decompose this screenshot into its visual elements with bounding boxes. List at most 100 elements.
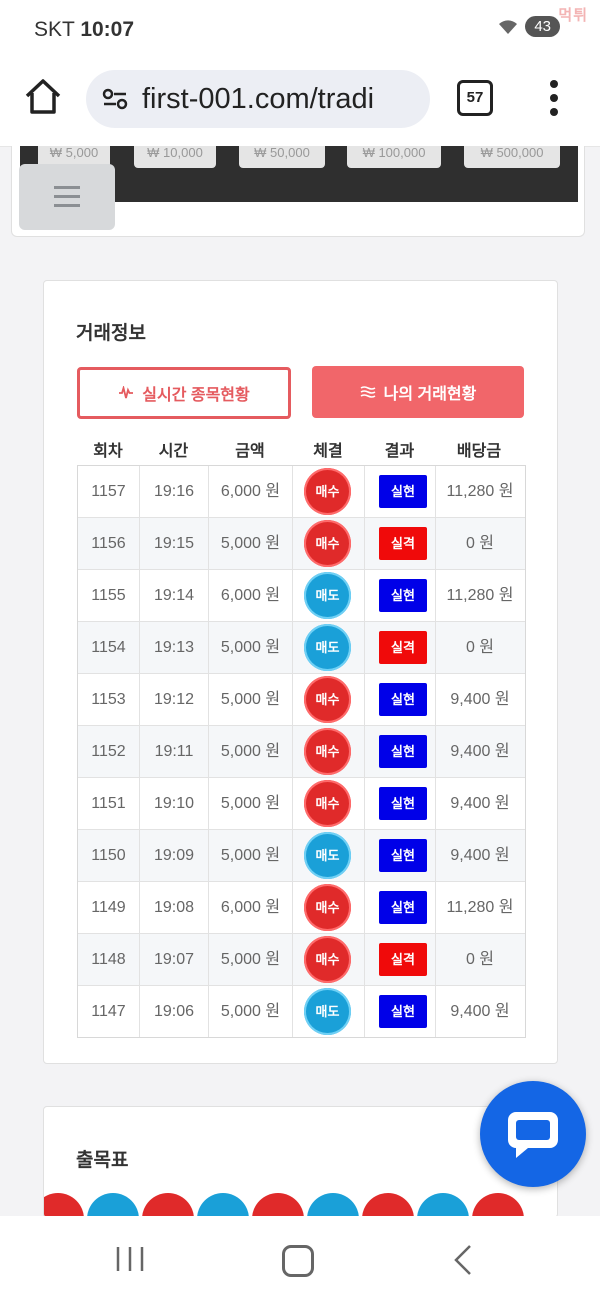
cell-payout: 9,400 원 bbox=[450, 847, 510, 864]
table-row: 1148 19:07 5,000 원 매수 실격 0 원 bbox=[78, 934, 525, 986]
cell-time: 19:09 bbox=[140, 830, 209, 881]
recent-apps-icon[interactable] bbox=[115, 1246, 145, 1272]
cell-payout: 11,280 원 bbox=[446, 587, 514, 604]
home-icon[interactable] bbox=[22, 76, 64, 118]
result-win-badge: 실현 bbox=[379, 579, 427, 612]
cell-side: 매수 bbox=[293, 778, 365, 829]
cell-side: 매도 bbox=[293, 570, 365, 621]
header-round: 회차 bbox=[93, 443, 123, 460]
watermark: 먹튀 bbox=[558, 7, 588, 24]
cell-time: 19:10 bbox=[140, 778, 209, 829]
cell-time: 19:07 bbox=[140, 934, 209, 985]
result-win-badge: 실현 bbox=[379, 839, 427, 872]
draw-ball bbox=[472, 1193, 524, 1217]
cell-amount: 5,000 원 bbox=[209, 986, 293, 1037]
table-row: 1149 19:08 6,000 원 매수 실현 11,280 원 bbox=[78, 882, 525, 934]
cell-side: 매수 bbox=[293, 934, 365, 985]
cell-side: 매수 bbox=[293, 726, 365, 777]
cell-result: 실현 bbox=[365, 830, 436, 881]
header-execution: 체결 bbox=[313, 443, 343, 460]
hamburger-line bbox=[54, 186, 80, 189]
draw-ball bbox=[362, 1193, 414, 1217]
table-row: 1155 19:14 6,000 원 매도 실현 11,280 원 bbox=[78, 570, 525, 622]
cell-result: 실격 bbox=[365, 622, 436, 673]
amount-button-2[interactable]: ₩ 10,000 bbox=[134, 146, 216, 168]
cell-result: 실현 bbox=[365, 570, 436, 621]
hamburger-line bbox=[54, 195, 80, 198]
draw-ball bbox=[87, 1193, 139, 1217]
android-nav-bar bbox=[0, 1216, 600, 1300]
result-lose-badge: 실격 bbox=[379, 631, 427, 664]
cell-amount: 5,000 원 bbox=[209, 674, 293, 725]
draw-ball bbox=[307, 1193, 359, 1217]
cell-payout: 11,280 원 bbox=[446, 483, 514, 500]
buy-badge: 매수 bbox=[304, 468, 351, 515]
cell-payout: 0 원 bbox=[465, 535, 495, 552]
sell-badge: 매도 bbox=[304, 988, 351, 1035]
sell-badge: 매도 bbox=[304, 572, 351, 619]
browser-toolbar: first-001.com/tradi 57 bbox=[0, 58, 600, 147]
cell-result: 실현 bbox=[365, 674, 436, 725]
sell-badge: 매도 bbox=[304, 832, 351, 879]
cell-result: 실격 bbox=[365, 518, 436, 569]
amount-button-1[interactable]: ₩ 5,000 bbox=[38, 146, 110, 168]
cell-side: 매수 bbox=[293, 674, 365, 725]
result-lose-badge: 실격 bbox=[379, 527, 427, 560]
result-win-badge: 실현 bbox=[379, 787, 427, 820]
draw-ball bbox=[252, 1193, 304, 1217]
cell-amount: 5,000 원 bbox=[209, 778, 293, 829]
cell-result: 실현 bbox=[365, 726, 436, 777]
buy-badge: 매수 bbox=[304, 884, 351, 931]
chat-bubble-icon bbox=[508, 1112, 558, 1158]
cell-time: 19:14 bbox=[140, 570, 209, 621]
amount-button-3[interactable]: ₩ 50,000 bbox=[239, 146, 325, 168]
header-payout: 배당금 bbox=[456, 443, 502, 460]
cell-side: 매도 bbox=[293, 622, 365, 673]
sell-badge: 매도 bbox=[304, 624, 351, 671]
buy-badge: 매수 bbox=[304, 780, 351, 827]
draw-ball bbox=[417, 1193, 469, 1217]
cell-round: 1153 bbox=[78, 674, 140, 725]
cell-side: 매도 bbox=[293, 830, 365, 881]
cell-payout: 11,280 원 bbox=[446, 899, 514, 916]
more-vert-icon[interactable] bbox=[548, 78, 560, 118]
cell-time: 19:15 bbox=[140, 518, 209, 569]
address-bar[interactable]: first-001.com/tradi bbox=[86, 70, 430, 128]
cell-payout: 9,400 원 bbox=[450, 743, 510, 760]
cell-side: 매수 bbox=[293, 466, 365, 517]
tune-icon[interactable] bbox=[102, 88, 128, 110]
table-row: 1147 19:06 5,000 원 매도 실현 9,400 원 bbox=[78, 986, 525, 1037]
table-row: 1154 19:13 5,000 원 매도 실격 0 원 bbox=[78, 622, 525, 674]
back-icon[interactable] bbox=[453, 1244, 473, 1276]
trade-info-title: 거래정보 bbox=[76, 323, 146, 344]
nav-home-icon[interactable] bbox=[282, 1245, 314, 1277]
amount-button-4[interactable]: ₩ 100,000 bbox=[347, 146, 441, 168]
realtime-status-button[interactable]: 실시간 종목현황 bbox=[77, 367, 291, 419]
my-trade-status-label: 나의 거래현황 bbox=[383, 386, 477, 403]
amount-button-5[interactable]: ₩ 500,000 bbox=[464, 146, 560, 168]
trade-table-header: 회차 시간 금액 체결 결과 배당금 bbox=[77, 437, 523, 463]
cell-round: 1148 bbox=[78, 934, 140, 985]
cell-payout: 9,400 원 bbox=[450, 795, 510, 812]
result-lose-badge: 실격 bbox=[379, 943, 427, 976]
cell-time: 19:13 bbox=[140, 622, 209, 673]
my-trade-status-button[interactable]: 나의 거래현황 bbox=[312, 366, 524, 418]
cell-result: 실격 bbox=[365, 934, 436, 985]
table-row: 1157 19:16 6,000 원 매수 실현 11,280 원 bbox=[78, 466, 525, 518]
cell-payout: 0 원 bbox=[465, 951, 495, 968]
buy-badge: 매수 bbox=[304, 936, 351, 983]
cell-round: 1147 bbox=[78, 986, 140, 1037]
pulse-icon bbox=[119, 386, 134, 399]
buy-badge: 매수 bbox=[304, 676, 351, 723]
tab-switcher-button[interactable]: 57 bbox=[457, 80, 493, 116]
cell-amount: 5,000 원 bbox=[209, 622, 293, 673]
battery-indicator: 43 bbox=[525, 16, 560, 37]
chat-button[interactable] bbox=[480, 1081, 586, 1187]
draw-ball bbox=[197, 1193, 249, 1217]
trade-table: 1157 19:16 6,000 원 매수 실현 11,280 원 1156 19:15 5,0… bbox=[77, 465, 526, 1038]
table-row: 1156 19:15 5,000 원 매수 실격 0 원 bbox=[78, 518, 525, 570]
table-row: 1151 19:10 5,000 원 매수 실현 9,400 원 bbox=[78, 778, 525, 830]
cell-result: 실현 bbox=[365, 882, 436, 933]
hamburger-menu-button[interactable] bbox=[19, 164, 115, 230]
table-row: 1153 19:12 5,000 원 매수 실현 9,400 원 bbox=[78, 674, 525, 726]
